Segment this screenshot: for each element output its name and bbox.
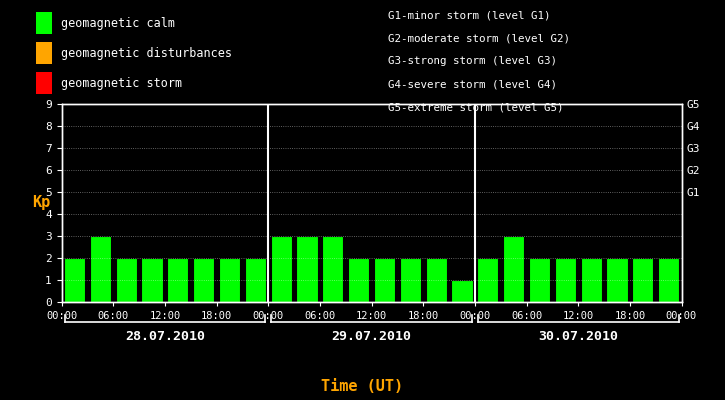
Bar <box>555 258 576 302</box>
Bar <box>245 258 266 302</box>
Bar <box>64 258 85 302</box>
Bar <box>297 236 318 302</box>
Text: 28.07.2010: 28.07.2010 <box>125 330 205 342</box>
Bar <box>606 258 628 302</box>
Bar <box>581 258 602 302</box>
Bar <box>141 258 162 302</box>
Text: G4-severe storm (level G4): G4-severe storm (level G4) <box>388 80 557 90</box>
Bar <box>477 258 498 302</box>
Bar <box>115 258 137 302</box>
Bar <box>322 236 344 302</box>
Bar <box>658 258 679 302</box>
Text: G3-strong storm (level G3): G3-strong storm (level G3) <box>388 56 557 66</box>
Bar <box>632 258 653 302</box>
Y-axis label: Kp: Kp <box>32 196 50 210</box>
Text: G1-minor storm (level G1): G1-minor storm (level G1) <box>388 10 550 20</box>
Bar <box>452 280 473 302</box>
Bar <box>374 258 395 302</box>
Bar <box>219 258 240 302</box>
Bar <box>399 258 421 302</box>
Text: 30.07.2010: 30.07.2010 <box>538 330 618 342</box>
Bar <box>503 236 524 302</box>
Text: geomagnetic calm: geomagnetic calm <box>61 16 175 30</box>
Text: G2-moderate storm (level G2): G2-moderate storm (level G2) <box>388 33 570 43</box>
Bar <box>426 258 447 302</box>
Bar <box>270 236 291 302</box>
Text: geomagnetic storm: geomagnetic storm <box>61 76 182 90</box>
Bar <box>193 258 215 302</box>
Bar <box>167 258 188 302</box>
Bar <box>90 236 111 302</box>
Text: Time (UT): Time (UT) <box>321 379 404 394</box>
Text: G5-extreme storm (level G5): G5-extreme storm (level G5) <box>388 103 563 113</box>
Text: 29.07.2010: 29.07.2010 <box>331 330 412 342</box>
Text: geomagnetic disturbances: geomagnetic disturbances <box>61 46 232 60</box>
Bar <box>529 258 550 302</box>
Bar <box>348 258 369 302</box>
